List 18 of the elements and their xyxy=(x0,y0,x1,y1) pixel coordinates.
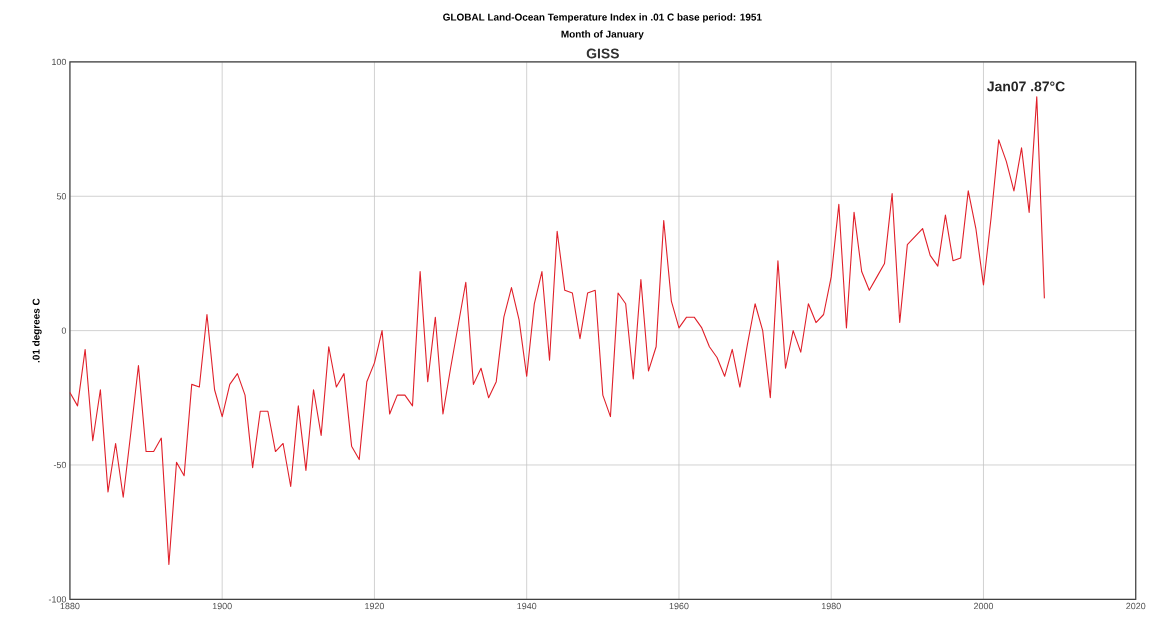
y-axis-title: .01 degrees C xyxy=(32,298,42,363)
y-tick-label: -100 xyxy=(48,596,67,603)
x-tick-label: 1940 xyxy=(517,602,537,610)
x-tick-label: 1880 xyxy=(60,602,80,610)
y-tick-label: 50 xyxy=(56,192,67,200)
y-tick-label: 100 xyxy=(52,58,67,65)
x-tick-label: 1920 xyxy=(365,602,385,610)
chart-title: GLOBAL Land-Ocean Temperature Index in .01 C base period: 1951 xyxy=(443,13,762,23)
x-tick-label: 1960 xyxy=(669,602,689,610)
y-tick-label: 0 xyxy=(61,327,67,334)
text: GISS xyxy=(586,48,619,59)
x-tick-label: 1900 xyxy=(212,602,232,610)
x-tick-label: 2000 xyxy=(973,602,994,610)
chart-subtitle: Month of January xyxy=(561,30,644,40)
y-tick-label: -50 xyxy=(53,461,67,469)
x-tick-label: 2020 xyxy=(1126,602,1146,610)
x-tick-label: 1980 xyxy=(821,602,841,610)
annotation: Jan07 .87°C xyxy=(987,81,1065,92)
